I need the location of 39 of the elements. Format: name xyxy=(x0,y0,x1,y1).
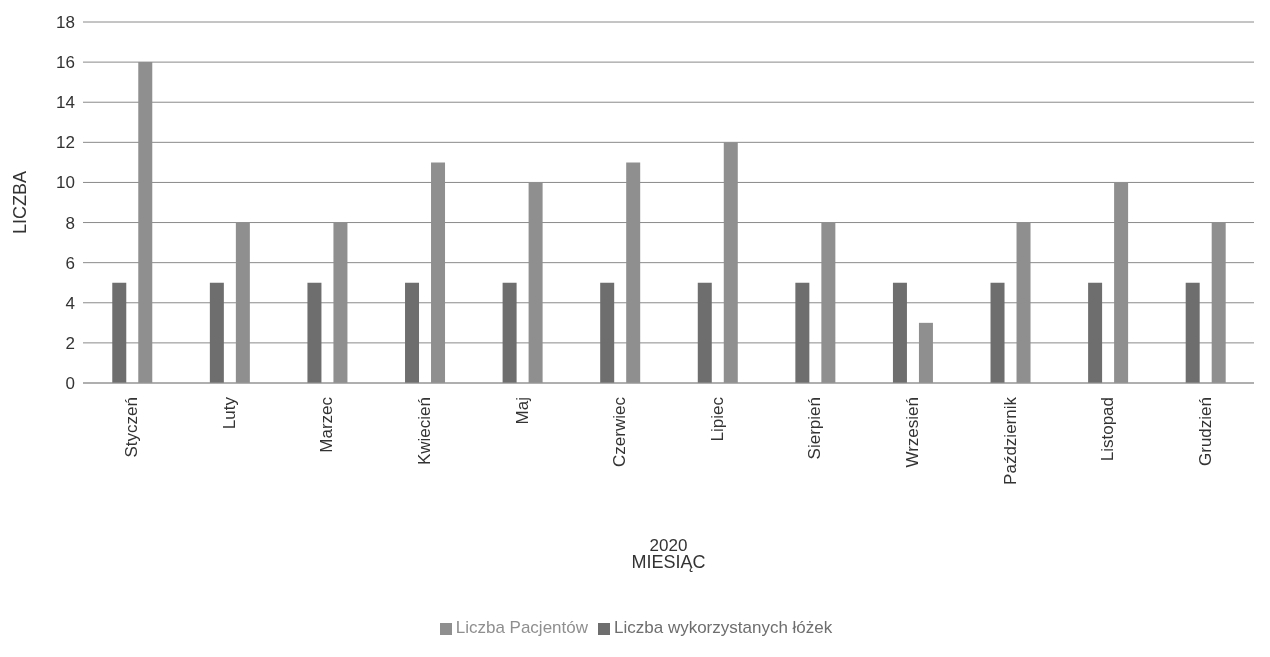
bar xyxy=(112,282,127,383)
x-axis-title: MIESIĄC xyxy=(631,552,706,572)
bar xyxy=(502,282,517,383)
legend-label: Liczba wykorzystanych łóżek xyxy=(614,618,833,637)
x-tick-label: Wrzesień xyxy=(902,397,922,468)
x-tick-label: Luty xyxy=(219,396,239,430)
y-tick-label: 10 xyxy=(56,173,75,193)
y-tick-label: 18 xyxy=(56,13,75,33)
bar xyxy=(697,282,712,383)
x-tick-label: Marzec xyxy=(317,396,337,453)
x-tick-label: Styczeń xyxy=(122,397,142,458)
x-tick-label: Październik xyxy=(1000,396,1020,485)
y-tick-label: 6 xyxy=(65,253,75,273)
legend-label: Liczba Pacjentów xyxy=(455,618,589,637)
bar xyxy=(405,282,420,383)
bar xyxy=(1088,282,1103,383)
bar xyxy=(1185,282,1200,383)
x-tick-label: Lipiec xyxy=(707,396,727,442)
y-tick-label: 12 xyxy=(56,133,75,153)
y-tick-label: 8 xyxy=(65,213,75,233)
y-axis-title: LICZBA xyxy=(10,170,31,235)
y-tick-label: 0 xyxy=(65,374,75,394)
x-tick-label: Maj xyxy=(512,397,532,425)
y-tick-label: 16 xyxy=(56,53,75,73)
y-tick-label: 4 xyxy=(65,293,75,313)
bar xyxy=(307,282,322,383)
bar xyxy=(600,282,615,383)
x-tick-label: Kwiecień xyxy=(415,397,435,466)
y-tick-label: 14 xyxy=(56,93,75,113)
x-tick-label: Grudzień xyxy=(1195,397,1215,466)
x-tick-label: Sierpień xyxy=(805,397,825,460)
bar xyxy=(209,282,224,383)
bar xyxy=(892,282,907,383)
x-tick-label: Czerwiec xyxy=(610,396,630,467)
x-tick-label: Listopad xyxy=(1098,397,1118,462)
text: 2020 xyxy=(648,536,689,555)
y-tick-label: 2 xyxy=(65,333,75,353)
bar xyxy=(990,282,1005,383)
bar xyxy=(795,282,810,383)
